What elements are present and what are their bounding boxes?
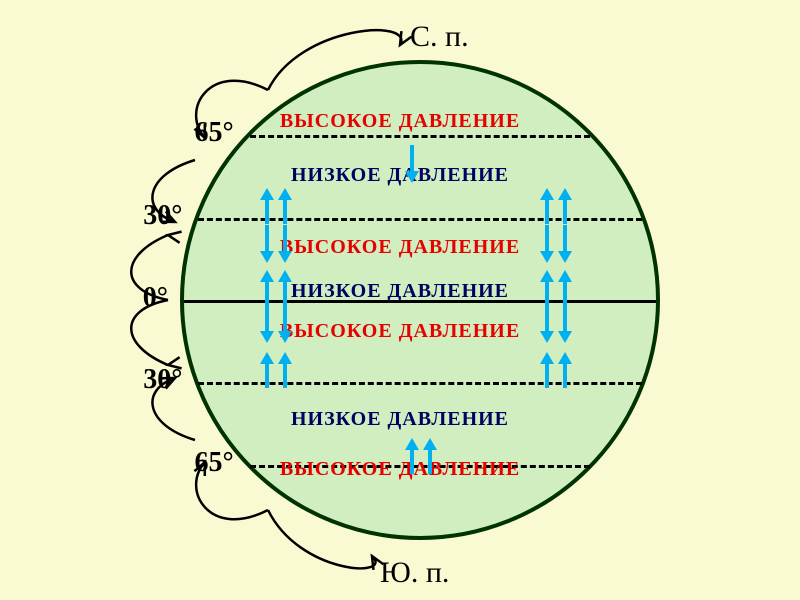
pressure-belts-diagram: 65°30°0°30°65°ВЫСОКОЕ ДАВЛЕНИЕНИЗКОЕ ДАВ… — [0, 0, 800, 600]
south-pole-label: Ю. п. — [380, 556, 449, 590]
latitude-line-65 — [250, 135, 591, 138]
latitude-line-30 — [198, 218, 641, 221]
latitude-label-0: 0° — [90, 282, 168, 314]
latitude-label--65: 65° — [156, 447, 234, 479]
latitude-label-30: 30° — [104, 200, 182, 232]
latitude-line-0 — [184, 300, 656, 303]
latitude-line--30 — [198, 382, 641, 385]
latitude-label--30: 30° — [104, 364, 182, 396]
latitude-label-65: 65° — [156, 117, 234, 149]
north-pole-label: С. п. — [410, 20, 469, 54]
latitude-line--65 — [250, 465, 591, 468]
